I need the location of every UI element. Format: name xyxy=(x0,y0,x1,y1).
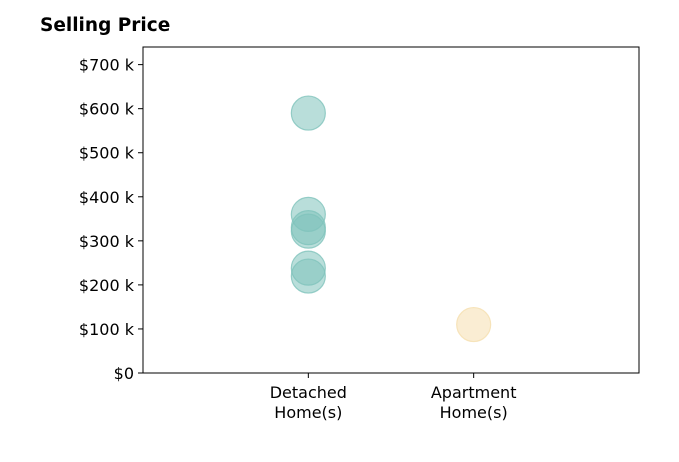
y-axis: $0 $100 k $200 k $300 k $400 k $500 k $600 k $7… xyxy=(79,56,143,383)
x-tick-label: Detached xyxy=(270,383,347,402)
data-point xyxy=(290,213,326,249)
x-tick-label: Home(s) xyxy=(274,403,342,422)
chart-title: Selling Price xyxy=(40,15,171,36)
y-tick-label: $400 k xyxy=(79,188,135,207)
data-point xyxy=(290,95,326,131)
data-point xyxy=(456,306,492,343)
y-tick-label: $100 k xyxy=(79,320,135,339)
y-tick-label: $500 k xyxy=(79,144,135,163)
y-tick-label: $600 k xyxy=(79,100,135,119)
plot-frame xyxy=(142,46,640,374)
y-tick-label: $300 k xyxy=(79,232,135,251)
x-tick-label: Apartment xyxy=(431,383,517,402)
y-tick-label: $200 k xyxy=(79,276,135,295)
y-tick-label: $0 xyxy=(114,364,134,383)
data-points xyxy=(290,95,492,343)
x-tick-label: Home(s) xyxy=(440,403,508,422)
data-point xyxy=(290,258,326,294)
y-tick-label: $700 k xyxy=(79,56,135,75)
